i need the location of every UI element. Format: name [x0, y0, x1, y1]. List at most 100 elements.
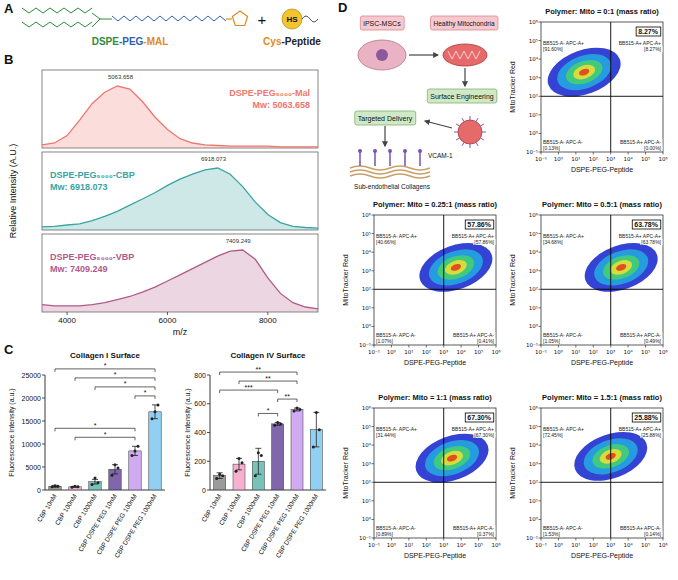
plus-sign: + [258, 11, 267, 28]
population-density [430, 441, 473, 475]
y-axis-title: Relative Intensity (A.U.) [8, 144, 18, 239]
panel-label: B [4, 52, 13, 67]
x-tick [374, 538, 375, 541]
population-density [608, 257, 634, 277]
y-axis-title: MitoTracker Red [509, 447, 516, 499]
data-point [51, 485, 54, 488]
diagram-label: iPSC-MSCs [363, 20, 401, 27]
bar-plot [214, 407, 323, 490]
diagram-label: Healthy Mitochondria [433, 20, 494, 28]
population-density [589, 243, 653, 293]
panel-label: D [338, 0, 347, 15]
label-patch [640, 432, 662, 438]
x-axis [210, 490, 326, 491]
data-point [293, 409, 296, 412]
x-tick [408, 345, 409, 348]
label-patch [542, 531, 562, 537]
x-tick [593, 152, 594, 155]
x-tick-label: 10⁻¹ [535, 156, 547, 162]
y-tick-label: 10⁵ [529, 424, 538, 430]
chart-title: Collagen IV Surface [230, 351, 306, 360]
y-tick [372, 519, 375, 520]
diagram-label: Targeted Delivery [358, 115, 413, 123]
quadrant-percent: [40.66%] [376, 239, 396, 245]
x-tick [408, 538, 409, 541]
x-tick [663, 345, 664, 348]
x-tick-label: 10⁶ [658, 349, 668, 355]
x-tick [663, 152, 664, 155]
label-patch [640, 239, 662, 245]
polymer-stick [480, 124, 483, 126]
density-plot [409, 424, 495, 491]
gate-line [374, 482, 496, 483]
x-tick [558, 152, 559, 155]
label-patch [542, 239, 564, 245]
x-tick-label: 10³ [439, 542, 448, 548]
x-tick [558, 538, 559, 541]
x-tick [496, 538, 497, 541]
significance-label: ** [256, 366, 262, 373]
x-tick-label: 10⁵ [641, 542, 650, 548]
x-tick [645, 538, 646, 541]
data-point [312, 445, 315, 448]
x-tick [167, 312, 168, 315]
vcam-head [358, 149, 362, 153]
y-tick [539, 500, 542, 501]
y-tick-label: 15000 [22, 418, 42, 425]
highlight-box [465, 413, 494, 422]
x-tick-label: 10⁴ [457, 349, 467, 355]
y-tick [539, 215, 542, 216]
population-density [424, 243, 488, 293]
diagram-box [427, 89, 497, 103]
gate-line [541, 96, 663, 97]
arrow [464, 68, 465, 86]
y-tick [539, 289, 542, 290]
significance-label: * [267, 407, 270, 414]
diagram-box [430, 16, 497, 30]
diagram-label: VCAM-1 [428, 152, 453, 159]
polymer-stick [456, 124, 459, 126]
data-point [235, 470, 238, 473]
peak-label: 6918.073 [201, 156, 227, 162]
highlight-box [632, 220, 661, 229]
x-tick [267, 312, 268, 315]
x-tick-label: 10² [589, 542, 598, 548]
spectrum-frame [42, 234, 318, 312]
x-tick-label: 10⁰ [554, 156, 564, 162]
vcam-head [418, 149, 422, 153]
x-tick [426, 345, 427, 348]
y-tick-label: 10⁶ [529, 405, 539, 411]
y-tick [539, 307, 542, 308]
quadrant-percent: [0.00%] [644, 145, 662, 151]
reagent-label-part: -PEG [119, 36, 144, 47]
diagram-label: Sub-endothelial Collagens [354, 183, 431, 191]
quadrant-percent: [57.86%] [474, 239, 494, 245]
quadrant-percent: [91.60%] [543, 46, 563, 52]
x-axis-title: DSPE-PEG-Peptide [404, 552, 466, 560]
x-tick [645, 152, 646, 155]
x-tick [461, 345, 462, 348]
spectrum-plot [42, 86, 318, 148]
y-tick-label: 10⁻¹ [359, 535, 371, 541]
plot-frame [541, 22, 663, 152]
population-density [450, 263, 462, 272]
polymer-stick [482, 132, 486, 133]
y-tick [372, 307, 375, 308]
quadrant-percent: [31.44%] [376, 432, 396, 438]
x-tick-label: 10² [422, 349, 431, 355]
y-tick-label: 10⁴ [529, 249, 539, 255]
y-tick-label: 0 [37, 487, 41, 494]
x-tick [541, 345, 542, 348]
gate-line [610, 215, 611, 345]
y-tick-label: 10³ [362, 268, 371, 274]
reagent-label-part: DSPE [92, 36, 120, 47]
x-tick [461, 538, 462, 541]
y-tick-label: 10⁴ [529, 442, 539, 448]
y-tick-label: 10⁴ [529, 56, 539, 62]
quadrant-percent: [72.45%] [543, 432, 563, 438]
bar-plot [49, 403, 161, 490]
quadrant-percent: [0.37%] [477, 531, 495, 537]
spectrum-line [42, 86, 318, 147]
chart-title: Polymer: Mito = 1:1 (mass ratio) [378, 393, 492, 402]
y-tick-label: 10⁻¹ [359, 342, 371, 348]
